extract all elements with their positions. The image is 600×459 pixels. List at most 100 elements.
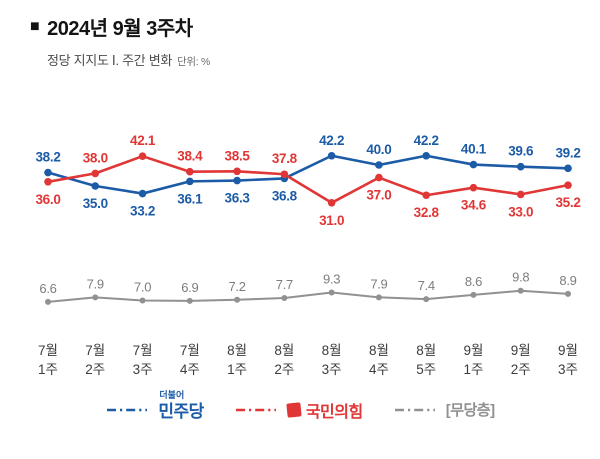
title-bullet-icon: ■ (30, 17, 40, 35)
value-label-mudang: 7.7 (276, 277, 293, 292)
chart-point-ppp (186, 167, 194, 176)
chart-point-minjoo (422, 151, 430, 160)
unit-label: 단위: % (177, 56, 211, 68)
page-title: ■ 2024년 9월 3주차 (30, 12, 600, 41)
legend-line-sample-ppp-icon (235, 408, 276, 411)
legend-line-sample-minjoo-icon (107, 408, 148, 411)
value-label-ppp: 33.0 (508, 204, 533, 219)
value-label-mudang: 9.3 (323, 271, 340, 286)
chart-point-mudang (45, 298, 51, 305)
value-label-ppp: 37.8 (272, 151, 298, 166)
chart-point-ppp (564, 181, 572, 189)
chart-point-mudang (234, 296, 241, 303)
chart-point-mudang (281, 295, 288, 302)
chart-point-ppp (469, 183, 478, 192)
poll-report: ■ 2024년 9월 3주차 정당 지지도 Ⅰ. 주간 변화 단위: % 38.2 3… (0, 12, 600, 422)
chart-point-minjoo (138, 189, 147, 198)
chart-point-mudang (423, 296, 430, 303)
x-axis-label: 8월 3주 (322, 343, 342, 377)
value-label-mudang: 7.9 (370, 276, 387, 291)
chart-line-minjoo (47, 154, 569, 195)
x-axis-label: 9월 2주 (511, 343, 531, 377)
value-label-mudang: 7.9 (87, 276, 104, 291)
minjoo-party-logo: 더불어 민주당 (158, 390, 204, 422)
chart-point-ppp (375, 173, 383, 182)
chart-point-minjoo (516, 162, 525, 171)
x-axis-label: 7월 3주 (133, 343, 153, 377)
legend: 더불어 민주당 국민의힘 [무당층] (0, 390, 600, 422)
value-label-mudang: 6.6 (39, 281, 56, 296)
chart-point-minjoo (327, 151, 336, 160)
x-axis-label: 8월 5주 (416, 343, 436, 377)
chart-line-mudang (47, 289, 569, 303)
value-label-minjoo: 36.3 (225, 191, 251, 206)
x-axis-label: 9월 1주 (463, 343, 483, 377)
value-label-minjoo: 42.2 (319, 133, 344, 148)
header: ■ 2024년 9월 3주차 정당 지지도 Ⅰ. 주간 변화 단위: % (0, 12, 600, 69)
value-label-minjoo: 35.0 (83, 196, 108, 211)
value-label-minjoo: 39.6 (508, 144, 534, 159)
chart-point-ppp (422, 191, 430, 200)
value-label-minjoo: 36.8 (272, 188, 298, 203)
x-axis-label: 7월 4주 (180, 343, 200, 377)
chart-point-mudang (565, 290, 571, 297)
chart-point-mudang (186, 297, 193, 304)
value-label-minjoo: 40.0 (366, 142, 391, 157)
minjoo-logo-top-text: 더불어 (159, 390, 185, 400)
legend-label-mudang: [무당층] (445, 402, 495, 419)
value-label-mudang: 7.0 (134, 280, 151, 295)
chart-point-minjoo (186, 177, 194, 186)
value-label-ppp: 34.6 (461, 198, 487, 213)
value-label-minjoo: 36.1 (177, 191, 203, 206)
x-axis-label: 9월 3주 (558, 343, 578, 377)
chart-point-minjoo (564, 164, 572, 173)
legend-item-minjoo: 더불어 민주당 (105, 390, 204, 422)
chart-point-ppp (138, 152, 147, 160)
x-axis-label: 7월 2주 (85, 343, 105, 377)
legend-item-mudang: [무당층] (393, 399, 495, 420)
legend-item-ppp: 국민의힘 (234, 398, 363, 422)
value-label-mudang: 6.9 (181, 280, 198, 295)
chart-point-ppp (516, 190, 525, 199)
chart-point-mudang (92, 294, 99, 301)
ppp-party-logo: 국민의힘 (286, 398, 363, 422)
chart-point-ppp (91, 169, 100, 178)
legend-line-sample-mudang-icon (394, 408, 435, 411)
chart-point-ppp (44, 178, 52, 186)
subtitle: 정당 지지도 Ⅰ. 주간 변화 단위: % (47, 50, 600, 69)
chart-point-minjoo (233, 176, 241, 185)
chart-point-mudang (139, 297, 146, 304)
chart-point-mudang (375, 294, 382, 301)
value-label-ppp: 31.0 (319, 213, 344, 228)
chart-point-minjoo (375, 161, 383, 169)
chart-point-ppp (280, 170, 289, 179)
x-axis-label: 8월 2주 (274, 343, 294, 377)
legend-label-ppp: 국민의힘 (305, 403, 363, 421)
value-label-mudang: 8.9 (559, 273, 576, 288)
subtitle-text: 정당 지지도 Ⅰ. 주간 변화 (47, 53, 173, 68)
value-label-ppp: 38.5 (225, 148, 251, 163)
value-label-minjoo: 42.2 (414, 133, 439, 148)
value-label-ppp: 35.2 (555, 195, 580, 210)
value-label-ppp: 37.0 (366, 188, 391, 203)
value-label-mudang: 9.8 (512, 270, 529, 285)
x-axis-label: 7월 1주 (38, 343, 58, 377)
value-label-mudang: 8.6 (465, 274, 482, 289)
line-chart: 38.2 35.0 33.2 36.1 36.3 36.8 42.2 40.0 42.2 40.1… (35, 133, 580, 377)
value-label-ppp: 32.8 (414, 205, 440, 220)
chart-point-minjoo (91, 182, 100, 190)
value-label-mudang: 7.2 (229, 279, 246, 294)
value-label-ppp: 36.0 (35, 192, 60, 207)
chart-point-minjoo (469, 160, 478, 169)
x-axis-label: 8월 4주 (369, 343, 389, 377)
value-label-ppp: 42.1 (130, 133, 156, 148)
value-label-minjoo: 39.2 (555, 145, 580, 160)
x-axis-label: 8월 1주 (227, 343, 247, 377)
value-label-ppp: 38.4 (177, 149, 203, 164)
chart-point-mudang (517, 287, 524, 294)
chart-point-mudang (470, 291, 477, 298)
value-label-minjoo: 40.1 (461, 142, 487, 157)
ppp-square-icon (286, 401, 302, 418)
chart-point-ppp (233, 167, 241, 176)
chart-point-mudang (328, 289, 335, 296)
